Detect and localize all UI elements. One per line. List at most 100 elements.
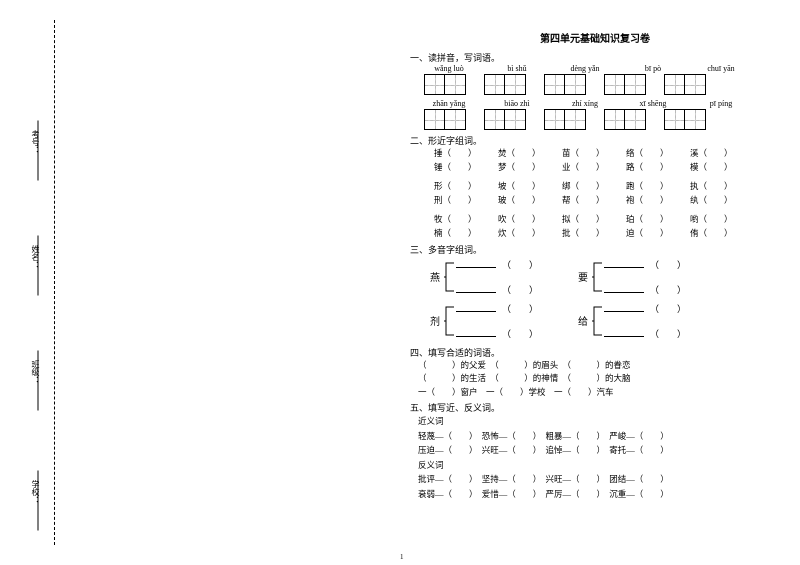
fill-row: 一（ ）窗户 一（ ）学校 一（ ）汽车 [418, 386, 780, 400]
char-cell: 苗（ ） [562, 147, 626, 161]
tianzi-pair [484, 74, 526, 95]
fill-row: （ ）的父爱 （ ）的眉头 （ ）的眷恋 [418, 359, 780, 373]
blank-school [38, 471, 39, 531]
label-name: 姓名： [30, 245, 41, 269]
tianzi-pair [604, 109, 646, 130]
char-cell: 批（ ） [562, 227, 626, 241]
poly-lines: （ ） （ ） [456, 258, 538, 296]
char-cell: 梦（ ） [498, 161, 562, 175]
section-5: 五、填写近、反义词。 近义词 轻蔑—（ ） 恐怖—（ ） 粗暴—（ ） 严峻—（… [410, 401, 780, 501]
tianzi-pair [424, 74, 466, 95]
ant-row: 衰弱—（ ） 爱惜—（ ） 严厉—（ ） 沉重—（ ） [418, 487, 780, 501]
sec2-heading: 二、形近字组词。 [410, 134, 780, 147]
worksheet-content: 第四单元基础知识复习卷 一、读拼音，写词语。 wǎng luò bì shǔ d… [410, 30, 780, 503]
pinyin: pī píng [696, 99, 746, 108]
char-cell: 牧（ ） [434, 213, 498, 227]
poly-group: 给 （ ） （ ） [578, 302, 686, 340]
binding-area: 学校： 班级： 姓名： 考号： [10, 0, 50, 565]
section-1: 一、读拼音，写词语。 wǎng luò bì shǔ dèng yǎn bī p… [410, 51, 780, 130]
pinyin: dèng yǎn [560, 64, 610, 73]
sec2-rows: 捶（ ）焚（ ）苗（ ）络（ ）溪（ ）锤（ ）梦（ ）业（ ）路（ ）模（ ）… [410, 147, 780, 241]
char-cell: 络（ ） [626, 147, 690, 161]
char-cell: 袍（ ） [626, 194, 690, 208]
tianzi-pair [484, 109, 526, 130]
binding-dash-line [54, 20, 55, 545]
poly-char: 剂 [430, 313, 440, 328]
bracket-icon [444, 261, 456, 293]
poly-lines: （ ） （ ） [604, 302, 686, 340]
char-row: 锤（ ）梦（ ）业（ ）路（ ）模（ ） [434, 161, 780, 175]
char-cell: 业（ ） [562, 161, 626, 175]
poly-group: 燕 （ ） （ ） [430, 258, 538, 296]
blank-class [38, 351, 39, 411]
char-cell: 珀（ ） [626, 213, 690, 227]
char-row: 牧（ ）吹（ ）拟（ ）珀（ ）哟（ ） [434, 213, 780, 227]
char-row: 刑（ ）玻（ ）帮（ ）袍（ ）纨（ ） [434, 194, 780, 208]
poly-char: 燕 [430, 269, 440, 284]
pinyin: bī pò [628, 64, 678, 73]
pinyin: biāo zhì [492, 99, 542, 108]
pinyin: chuī yān [696, 64, 746, 73]
poly-row-1: 燕 （ ） （ ） 要 （ ） （ ） [430, 258, 780, 296]
section-4: 四、填写合适的词语。 （ ）的父爱 （ ）的眉头 （ ）的眷恋 （ ）的生活 （… [410, 346, 780, 400]
tianzi-pair [424, 109, 466, 130]
char-cell: 溪（ ） [690, 147, 754, 161]
poly-group: 要 （ ） （ ） [578, 258, 686, 296]
char-cell: 执（ ） [690, 180, 754, 194]
label-school: 学校： [30, 480, 41, 504]
char-cell: 形（ ） [434, 180, 498, 194]
sec3-heading: 三、多音字组词。 [410, 243, 780, 256]
syn-row: 轻蔑—（ ） 恐怖—（ ） 粗暴—（ ） 严峻—（ ） [418, 429, 780, 443]
syn-row: 压迫—（ ） 兴旺—（ ） 追悼—（ ） 寄托—（ ） [418, 443, 780, 457]
sec5-heading: 五、填写近、反义词。 [410, 401, 780, 414]
sub-heading-ant: 反义词 [418, 458, 780, 472]
poly-char: 要 [578, 269, 588, 284]
char-cell: 吹（ ） [498, 213, 562, 227]
char-cell: 炊（ ） [498, 227, 562, 241]
char-cell: 模（ ） [690, 161, 754, 175]
pinyin-row-1: wǎng luò bì shǔ dèng yǎn bī pò chuī yān [424, 64, 780, 73]
poly-lines: （ ） （ ） [456, 302, 538, 340]
section-2: 二、形近字组词。 捶（ ）焚（ ）苗（ ）络（ ）溪（ ）锤（ ）梦（ ）业（ … [410, 134, 780, 241]
char-cell: 跑（ ） [626, 180, 690, 194]
bracket-icon [592, 305, 604, 337]
poly-row-2: 剂 （ ） （ ） 给 （ ） （ ） [430, 302, 780, 340]
tianzi-row-2 [424, 109, 780, 130]
char-cell: 帮（ ） [562, 194, 626, 208]
char-row: 捶（ ）焚（ ）苗（ ）络（ ）溪（ ） [434, 147, 780, 161]
pinyin: zhí xíng [560, 99, 610, 108]
char-row: 形（ ）坡（ ）绑（ ）跑（ ）执（ ） [434, 180, 780, 194]
bracket-icon [444, 305, 456, 337]
page-number: 1 [400, 553, 404, 561]
char-cell: 路（ ） [626, 161, 690, 175]
char-cell: 拟（ ） [562, 213, 626, 227]
char-cell: 纨（ ） [690, 194, 754, 208]
bracket-icon [592, 261, 604, 293]
char-cell: 坡（ ） [498, 180, 562, 194]
pinyin: wǎng luò [424, 64, 474, 73]
poly-lines: （ ） （ ） [604, 258, 686, 296]
tianzi-pair [664, 74, 706, 95]
tianzi-pair [544, 109, 586, 130]
sec4-heading: 四、填写合适的词语。 [410, 346, 780, 359]
poly-char: 给 [578, 313, 588, 328]
section-3: 三、多音字组词。 燕 （ ） （ ） 要 （ ） （ ） [410, 243, 780, 340]
fill-row: （ ）的生活 （ ）的神情 （ ）的大脑 [418, 372, 780, 386]
char-cell: 迫（ ） [626, 227, 690, 241]
sec1-heading: 一、读拼音，写词语。 [410, 51, 780, 64]
pinyin: xī shēng [628, 99, 678, 108]
pinyin: bì shǔ [492, 64, 542, 73]
tianzi-row-1 [424, 74, 780, 95]
label-exam: 考号： [30, 130, 41, 154]
pinyin-row-2: zhān yǎng biāo zhì zhí xíng xī shēng pī … [424, 99, 780, 108]
char-cell: 焚（ ） [498, 147, 562, 161]
label-class: 班级： [30, 360, 41, 384]
tianzi-pair [664, 109, 706, 130]
char-row: 楠（ ）炊（ ）批（ ）迫（ ）侑（ ） [434, 227, 780, 241]
char-cell: 楠（ ） [434, 227, 498, 241]
ant-row: 批评—（ ） 坚持—（ ） 兴旺—（ ） 团结—（ ） [418, 472, 780, 486]
pinyin: zhān yǎng [424, 99, 474, 108]
blank-exam [38, 121, 39, 181]
char-cell: 侑（ ） [690, 227, 754, 241]
char-cell: 绑（ ） [562, 180, 626, 194]
